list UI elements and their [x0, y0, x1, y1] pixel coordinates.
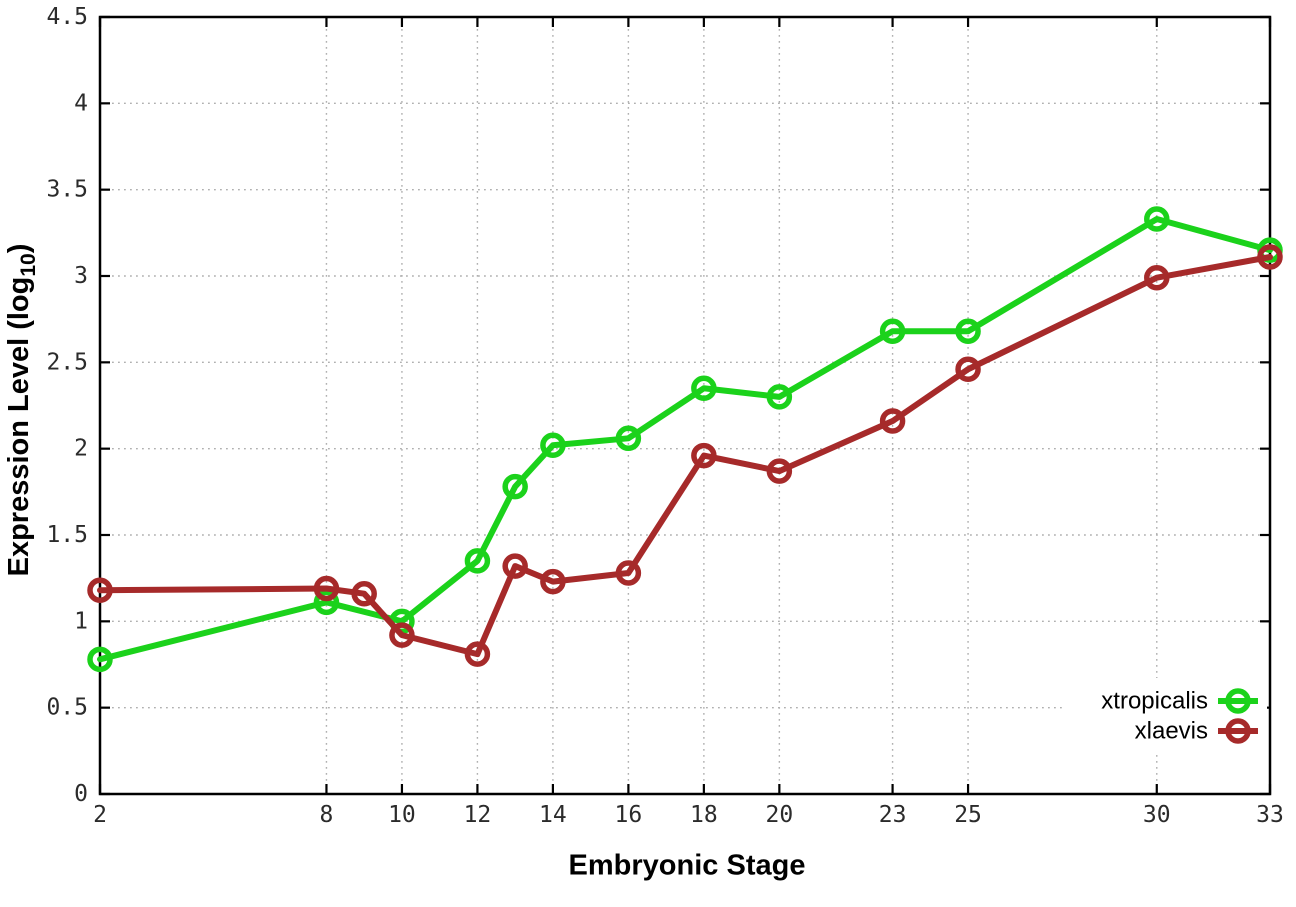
y-tick-label: 2.5	[46, 349, 88, 375]
y-tick-label: 4	[74, 90, 88, 116]
y-axis-title: Expression Level (log10)	[3, 244, 41, 577]
legend-sample-marker-xlaevis	[1225, 718, 1251, 744]
data-point-xlaevis-stage-23	[879, 408, 906, 434]
y-tick-label: 4.5	[46, 4, 88, 30]
plot-border	[98, 15, 1272, 796]
x-tick-label: 30	[1143, 802, 1171, 828]
x-tick-label: 25	[954, 802, 982, 828]
x-tick-label: 33	[1256, 802, 1284, 828]
x-tick-label: 16	[615, 802, 643, 828]
x-tick-label: 18	[690, 802, 718, 828]
data-point-xlaevis-stage-30	[1144, 264, 1170, 291]
data-point-xtropicalis-stage-8	[313, 589, 340, 616]
data-point-xtropicalis-stage-25	[955, 318, 981, 345]
data-point-xlaevis-stage-18	[691, 442, 717, 469]
data-point-xlaevis-stage-2	[87, 577, 113, 604]
series-line-xlaevis	[97, 254, 1273, 658]
data-point-xtropicalis-stage-14	[540, 432, 566, 458]
series-line-xtropicalis	[97, 216, 1273, 663]
data-point-xlaevis-stage-12	[464, 641, 491, 667]
legend-sample-marker-xtropicalis	[1225, 688, 1251, 714]
data-point-xtropicalis-stage-20	[766, 384, 793, 410]
y-tick-label: 0.5	[46, 695, 88, 721]
data-point-xtropicalis-stage-13	[502, 473, 528, 500]
y-axis-title-close: )	[3, 243, 36, 254]
data-point-xlaevis-stage-16	[615, 560, 642, 586]
data-point-xlaevis-stage-8	[313, 575, 340, 602]
y-tick-label: 3	[74, 263, 88, 289]
y-tick-label: 2	[74, 436, 88, 462]
x-tick-label: 14	[539, 802, 567, 828]
y-tick-label: 1	[74, 608, 88, 634]
data-point-xtropicalis-stage-16	[615, 425, 642, 452]
data-point-xlaevis-stage-33	[1257, 244, 1283, 270]
x-axis-title: Embryonic Stage	[568, 849, 806, 882]
y-tick-label: 0	[74, 781, 88, 807]
data-point-xtropicalis-stage-18	[691, 375, 717, 401]
data-point-xlaevis-stage-10	[389, 622, 415, 648]
data-point-xlaevis-stage-13	[502, 553, 528, 579]
data-point-xlaevis-stage-25	[955, 356, 981, 382]
data-point-xtropicalis-stage-23	[879, 318, 906, 345]
y-axis-title-subscript: 10	[16, 253, 40, 277]
x-tick-label: 12	[464, 802, 492, 828]
x-tick-label: 23	[879, 802, 907, 828]
y-axis-title-text: Expression Level (log	[3, 276, 36, 577]
data-point-xlaevis-stage-9	[351, 580, 377, 607]
legend-label-xlaevis: xlaevis	[1135, 718, 1208, 745]
data-point-xtropicalis-stage-12	[464, 548, 491, 574]
x-tick-label: 10	[388, 802, 416, 828]
data-point-xlaevis-stage-20	[766, 458, 793, 484]
data-point-xtropicalis-stage-30	[1144, 206, 1170, 232]
y-tick-label: 3.5	[46, 177, 88, 203]
x-tick-label: 8	[320, 802, 334, 828]
data-point-xlaevis-stage-14	[540, 568, 566, 595]
x-tick-label: 20	[766, 802, 794, 828]
x-tick-label: 2	[93, 802, 107, 828]
data-point-xtropicalis-stage-2	[87, 646, 113, 673]
legend-label-xtropicalis: xtropicalis	[1101, 688, 1208, 715]
y-tick-label: 1.5	[46, 522, 88, 548]
